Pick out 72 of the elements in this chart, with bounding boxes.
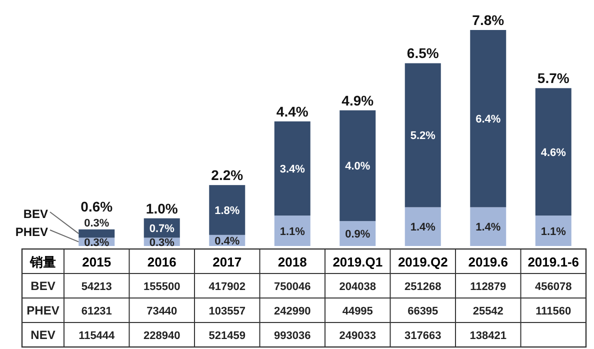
total-label: 2.2% xyxy=(211,167,244,184)
total-label: 7.8% xyxy=(472,12,505,28)
data-label: 1.1% xyxy=(280,226,306,238)
text: 103557 xyxy=(208,305,246,318)
text: 993036 xyxy=(274,330,311,342)
bar xyxy=(274,121,310,216)
text: 456078 xyxy=(535,280,572,293)
text: 73440 xyxy=(146,305,178,318)
data-label: 4.0% xyxy=(345,160,370,173)
data-label: 1.1% xyxy=(540,226,566,238)
text: 44995 xyxy=(342,305,373,318)
bar xyxy=(209,185,246,235)
text: NEV xyxy=(30,328,56,342)
text: 249033 xyxy=(339,330,376,342)
data-label: 0.3% xyxy=(149,236,175,249)
text: 138421 xyxy=(470,330,506,342)
data-label: 5.2% xyxy=(410,130,436,142)
text: 204038 xyxy=(339,280,376,293)
text: 417902 xyxy=(208,280,246,293)
text: BEV xyxy=(23,207,48,221)
text: 112879 xyxy=(470,280,506,293)
data-label: 0.7% xyxy=(149,223,175,235)
text: 销量 xyxy=(29,254,56,270)
total-label: 4.4% xyxy=(276,103,309,120)
bar xyxy=(274,216,310,246)
x-tick-label: 2019.6 xyxy=(468,254,508,270)
text: 66395 xyxy=(408,305,438,318)
x-tick-label: 2015 xyxy=(82,254,112,270)
x-tick-label: 2016 xyxy=(147,254,176,270)
data-label: 4.6% xyxy=(540,146,566,159)
data-label: 3.4% xyxy=(280,163,306,176)
bar xyxy=(535,216,572,246)
data-label: 1.4% xyxy=(476,222,501,234)
x-tick-label: 2017 xyxy=(212,254,242,270)
text: 317663 xyxy=(404,330,442,342)
text: 750046 xyxy=(274,280,311,293)
text: 111560 xyxy=(536,305,572,318)
text: 115444 xyxy=(78,330,116,342)
text: 61231 xyxy=(81,305,112,318)
bar xyxy=(340,110,376,222)
data-label: 0.3% xyxy=(84,236,110,249)
text: 251268 xyxy=(404,280,442,293)
bar xyxy=(404,63,441,208)
data-label: 0.9% xyxy=(345,228,370,241)
x-tick-label: 2018 xyxy=(278,254,307,270)
x-tick-label: 2019.Q1 xyxy=(332,254,383,270)
x-tick-label: 2019.Q2 xyxy=(398,254,448,270)
text: 25542 xyxy=(472,305,504,318)
text: 54213 xyxy=(81,280,112,293)
data-label: 0.3% xyxy=(84,217,110,230)
text: BEV xyxy=(30,278,56,293)
bar xyxy=(470,207,506,246)
data-label: 6.4% xyxy=(476,114,501,126)
text: PHEV xyxy=(26,303,60,318)
data-label: 1.4% xyxy=(410,222,436,234)
bar xyxy=(470,30,506,208)
bar xyxy=(404,207,441,246)
total-label: 4.9% xyxy=(342,92,374,108)
text: 242990 xyxy=(274,305,311,318)
data-label: 0.4% xyxy=(214,235,240,248)
total-label: 5.7% xyxy=(537,70,570,86)
data-label: 1.8% xyxy=(214,205,240,217)
total-label: 1.0% xyxy=(146,200,178,216)
total-label: 0.6% xyxy=(80,198,114,214)
bar xyxy=(78,229,115,238)
text: PHEV xyxy=(15,225,48,239)
text: 228940 xyxy=(144,330,180,342)
text: 521459 xyxy=(208,330,246,342)
total-label: 6.5% xyxy=(406,45,440,62)
bar xyxy=(535,88,572,216)
text: 155500 xyxy=(144,280,180,293)
x-tick-label: 2019.1-6 xyxy=(528,254,580,270)
